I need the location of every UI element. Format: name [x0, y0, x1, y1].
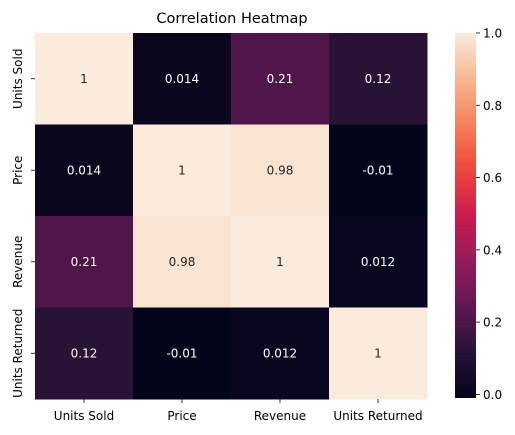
y-tick-label: Units Sold — [11, 49, 25, 109]
x-tick-label: Units Sold — [54, 409, 114, 423]
heatmap-cell — [35, 124, 134, 217]
x-axis-ticks: Units Sold Price Revenue Units Returned — [54, 399, 423, 423]
heatmap-cell — [133, 307, 232, 400]
heatmap-cell — [231, 124, 330, 217]
colorbar-tick-label: 0.4 — [483, 243, 502, 257]
cell-label: 0.12 — [365, 72, 392, 86]
cell-label: 0.014 — [165, 72, 199, 86]
cell-label: 1 — [178, 163, 186, 177]
cell-label: 0.98 — [267, 163, 294, 177]
x-tick-label: Revenue — [254, 409, 306, 423]
colorbar-tick-label: 1.0 — [483, 27, 502, 41]
chart-title: Correlation Heatmap — [156, 11, 307, 27]
heatmap-cell — [133, 33, 232, 125]
colorbar — [455, 33, 476, 398]
y-axis-ticks: Units Sold Price Revenue Units Returned — [11, 49, 35, 398]
cell-label: 0.12 — [71, 346, 98, 360]
colorbar-tick-label: 0.6 — [483, 171, 502, 185]
x-tick-label: Units Returned — [333, 409, 422, 423]
heatmap-cell — [133, 124, 232, 217]
heatmap-cell — [133, 216, 232, 308]
colorbar-tick-label: 0.0 — [483, 388, 502, 402]
heatmap-cell — [329, 124, 428, 217]
heatmap-cell — [35, 216, 134, 308]
cell-label: 0.012 — [263, 346, 297, 360]
heatmap-cell — [35, 307, 134, 400]
colorbar-tick-label: 0.8 — [483, 99, 502, 113]
cell-label: 1 — [80, 72, 88, 86]
cell-label: 0.98 — [169, 255, 196, 269]
x-tick-label: Price — [167, 409, 196, 423]
heatmap-cells: 1 0.014 0.21 0.12 0.014 1 0.98 -0.01 0.21 0.98 1 0.… — [35, 33, 428, 400]
cell-label: -0.01 — [166, 346, 197, 360]
cell-label: 0.21 — [267, 72, 294, 86]
cell-label: 1 — [276, 255, 284, 269]
cell-label: 1 — [374, 346, 382, 360]
y-tick-label: Price — [11, 156, 25, 185]
heatmap-cell — [329, 307, 428, 400]
colorbar-ticks: 0.0 0.2 0.4 0.6 0.8 1.0 — [476, 27, 502, 402]
y-tick-label: Units Returned — [11, 309, 25, 398]
cell-label: -0.01 — [362, 163, 393, 177]
heatmap-cell — [35, 33, 134, 125]
y-tick-label: Revenue — [11, 236, 25, 288]
colorbar-tick-label: 0.2 — [483, 316, 502, 330]
heatmap-cell — [231, 216, 330, 308]
heatmap-cell — [231, 33, 330, 125]
heatmap-cell — [329, 33, 428, 125]
cell-label: 0.014 — [67, 163, 101, 177]
heatmap-cell — [329, 216, 428, 308]
cell-label: 0.012 — [361, 255, 395, 269]
heatmap-cell — [231, 307, 330, 400]
cell-label: 0.21 — [71, 255, 98, 269]
